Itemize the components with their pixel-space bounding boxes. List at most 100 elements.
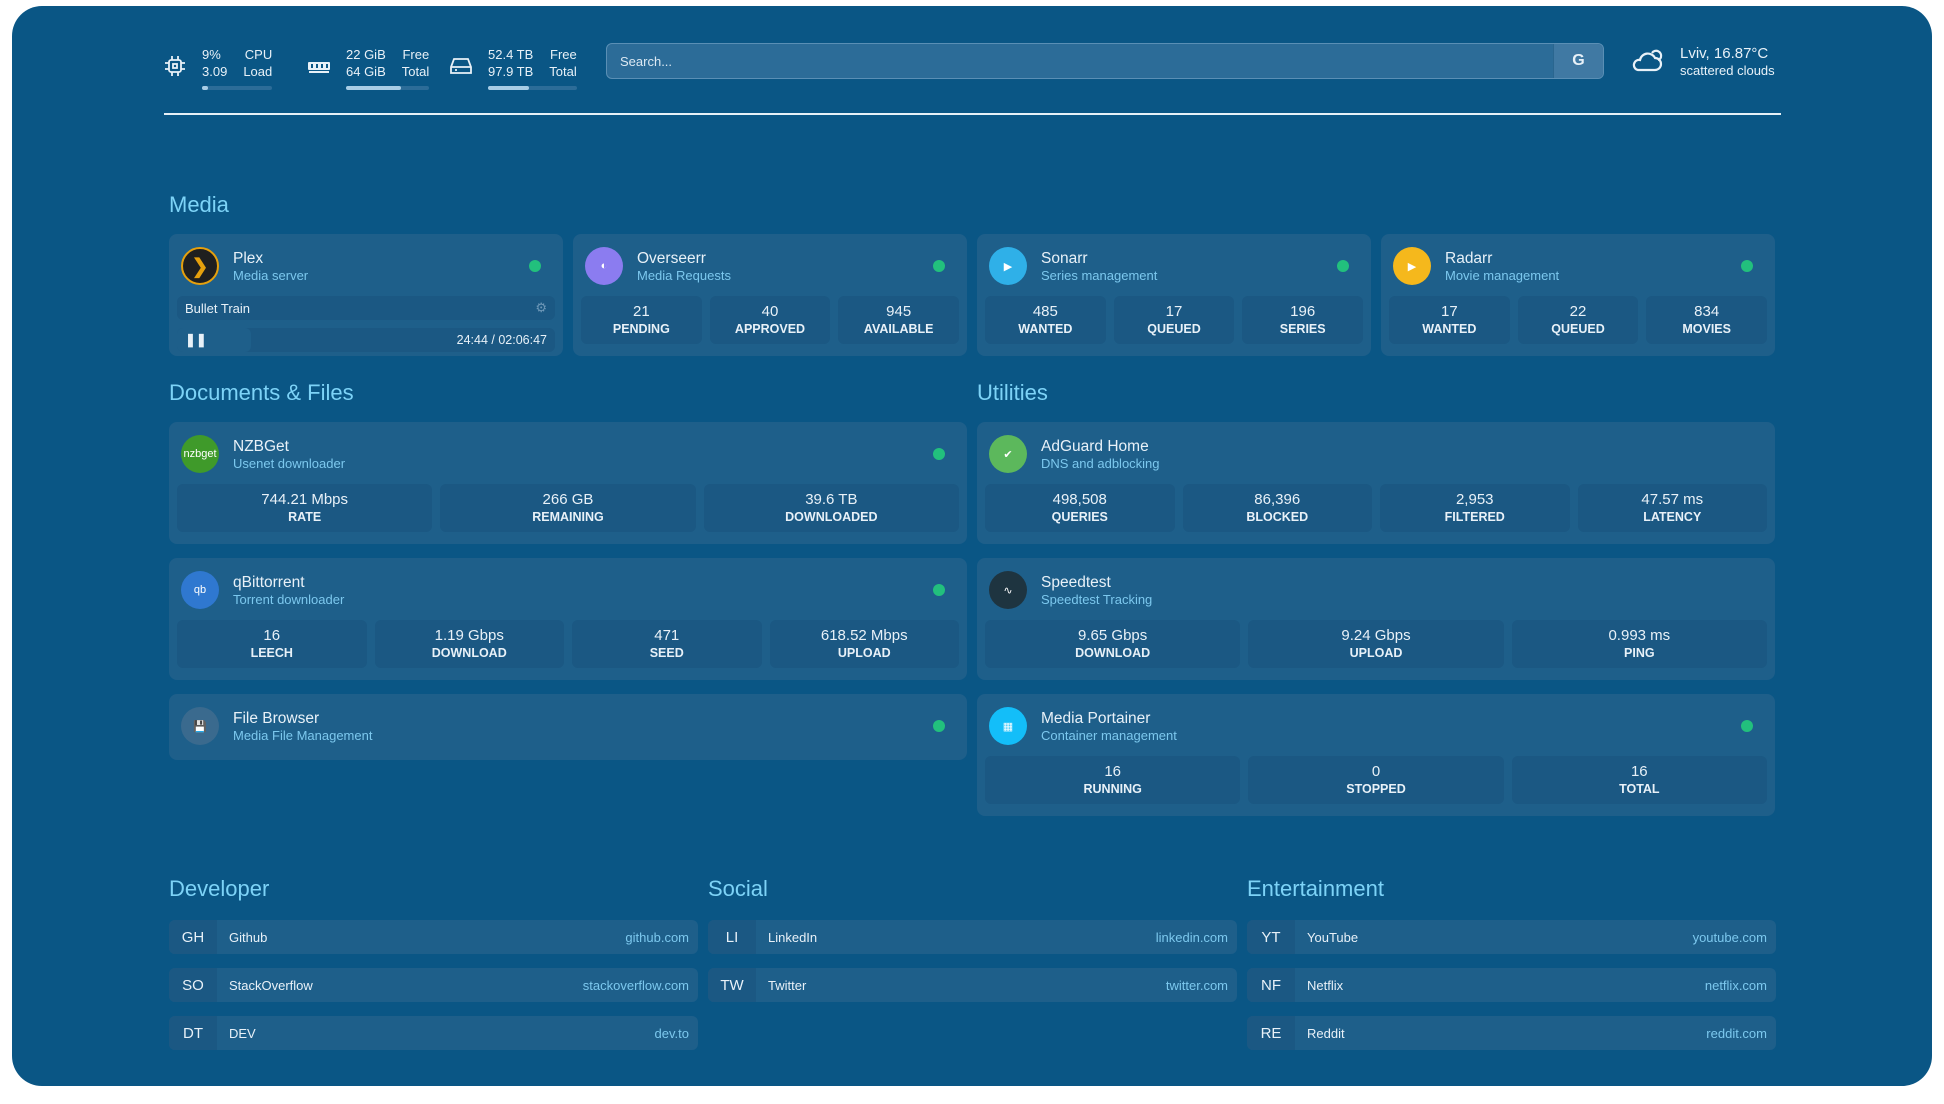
service-title: qBittorrent (233, 574, 305, 591)
service-subtitle: DNS and adblocking (1041, 456, 1160, 471)
now-playing: Bullet Train ⚙ (177, 296, 555, 320)
cpu-load: 3.09 (202, 64, 228, 79)
disk-free: 52.4 TB (488, 47, 534, 62)
bookmark-reddit[interactable]: RE Reddit reddit.com (1247, 1016, 1776, 1050)
bookmark-url: github.com (625, 929, 689, 945)
service-card-nzbget[interactable]: nzbget NZBGet Usenet downloader 744.21 Mbps… (169, 422, 967, 544)
service-card-speedtest[interactable]: ∿ Speedtest Speedtest Tracking 9.65 Gbps DOW… (977, 558, 1775, 680)
service-subtitle: Media File Management (233, 728, 373, 743)
stat-label: TOTAL (1619, 781, 1660, 796)
bookmark-linkedin[interactable]: LI LinkedIn linkedin.com (708, 920, 1237, 954)
bookmark-abbr: YT (1247, 920, 1295, 954)
service-card-radarr[interactable]: ▶ Radarr Movie management 17 WANTED 22 QUEUED 8… (1381, 234, 1775, 356)
bookmark-youtube[interactable]: YT YouTube youtube.com (1247, 920, 1776, 954)
stat-value: 9.65 Gbps (1078, 626, 1148, 644)
stat-value: 471 (654, 626, 680, 644)
weather-widget[interactable]: Lviv, 16.87°C scattered clouds (1630, 44, 1775, 78)
service-card-plex[interactable]: ❯ Plex Media server Bullet Train ⚙ ❚❚ 24:4… (169, 234, 563, 356)
pause-icon[interactable]: ❚❚ (185, 332, 207, 347)
stat-value: 17 (1165, 302, 1183, 320)
weather-location-temp: Lviv, 16.87°C (1680, 45, 1769, 62)
stats-row: 16 RUNNING 0 STOPPED 16 TOTAL (985, 756, 1767, 804)
bar-fill (202, 86, 209, 90)
service-title: Radarr (1445, 250, 1493, 267)
radarr-logo-icon: ▶ (1393, 247, 1431, 285)
disk-bar (488, 86, 577, 90)
cloud-icon (1630, 45, 1664, 78)
stat-value: 9.24 Gbps (1341, 626, 1411, 644)
service-title: Media Portainer (1041, 710, 1151, 727)
service-card-adguard-home[interactable]: ✔ AdGuard Home DNS and adblocking 498,508 QU… (977, 422, 1775, 544)
bookmark-name: YouTube (1307, 929, 1359, 945)
bookmark-abbr: DT (169, 1016, 217, 1050)
section-utilities: Utilities (977, 380, 1048, 405)
service-title: File Browser (233, 710, 320, 727)
service-title: Plex (233, 250, 264, 267)
stat-value: 22 (1569, 302, 1587, 320)
weather-condition: scattered clouds (1680, 63, 1775, 78)
bookmark-name: Github (229, 929, 268, 945)
status-dot (933, 260, 945, 272)
stat-rate: 744.21 Mbps RATE (177, 484, 433, 532)
gear-icon[interactable]: ⚙ (535, 300, 547, 315)
bookmark-netflix[interactable]: NF Netflix netflix.com (1247, 968, 1776, 1002)
service-title: Sonarr (1041, 250, 1088, 267)
cpu-icon (162, 53, 188, 79)
search-input[interactable] (607, 53, 1553, 69)
disk-total: 97.9 TB (488, 64, 534, 79)
bookmark-url: twitter.com (1165, 977, 1228, 993)
stat-value: 196 (1290, 302, 1316, 320)
adguard-logo-icon: ✔ (989, 435, 1027, 473)
service-subtitle: Usenet downloader (233, 456, 346, 471)
stat-filtered: 2,953 FILTERED (1380, 484, 1570, 532)
bookmark-name: StackOverflow (229, 977, 313, 993)
bookmark-abbr: LI (708, 920, 756, 954)
status-dot (933, 720, 945, 732)
stat-label: BLOCKED (1246, 509, 1309, 524)
service-title: Speedtest (1041, 574, 1111, 591)
stat-label: LEECH (250, 645, 293, 660)
bar-fill (488, 86, 529, 90)
service-subtitle: Speedtest Tracking (1041, 592, 1153, 607)
bookmark-github[interactable]: GH Github github.com (169, 920, 698, 954)
service-card-qbittorrent[interactable]: qb qBittorrent Torrent downloader 16 LEECH 1.… (169, 558, 967, 680)
stat-label: WANTED (1018, 321, 1073, 336)
service-card-media-portainer[interactable]: ▦ Media Portainer Container management 16 RU… (977, 694, 1775, 816)
bookmark-url: reddit.com (1706, 1025, 1767, 1041)
stat-remaining: 266 GB REMAINING (440, 484, 696, 532)
service-card-sonarr[interactable]: ▶ Sonarr Series management 485 WANTED 17 QUEUE… (977, 234, 1371, 356)
plex-logo-icon: ❯ (181, 247, 219, 285)
playback-progress[interactable]: ❚❚ 24:44 / 02:06:47 (177, 328, 555, 352)
bookmark-abbr: GH (169, 920, 217, 954)
stat-downloaded: 39.6 TB DOWNLOADED (703, 484, 959, 532)
stat-label: PENDING (612, 321, 670, 336)
stat-label: MOVIES (1682, 321, 1731, 336)
service-card-file-browser[interactable]: 💾 File Browser Media File Management (169, 694, 967, 760)
service-card-overseerr[interactable]: ◐ Overseerr Media Requests 21 PENDING 40 APPRO… (573, 234, 967, 356)
stat-latency: 47.57 ms LATENCY (1577, 484, 1767, 532)
status-dot (529, 260, 541, 272)
total-label: Total (401, 64, 430, 79)
bookmark-twitter[interactable]: TW Twitter twitter.com (708, 968, 1237, 1002)
stat-label: PING (1624, 645, 1655, 660)
stat-blocked: 86,396 BLOCKED (1182, 484, 1372, 532)
bookmark-abbr: NF (1247, 968, 1295, 1002)
stat-label: DOWNLOADED (785, 509, 878, 524)
stat-seed: 471 SEED (572, 620, 762, 668)
bookmark-abbr: SO (169, 968, 217, 1002)
load-label: Load (243, 64, 273, 79)
portainer-logo-icon: ▦ (989, 707, 1027, 745)
search-engine-button[interactable]: G (1553, 44, 1603, 78)
bookmark-stackoverflow[interactable]: SO StackOverflow stackoverflow.com (169, 968, 698, 1002)
free-label: Free (402, 47, 430, 62)
stat-movies: 834 MOVIES (1646, 296, 1768, 344)
stat-label: SEED (649, 645, 684, 660)
bookmark-name: DEV (229, 1025, 256, 1041)
stat-value: 16 (263, 626, 281, 644)
stat-label: QUEUED (1147, 321, 1201, 336)
stat-upload: 618.52 Mbps UPLOAD (769, 620, 959, 668)
stat-queued: 17 QUEUED (1113, 296, 1235, 344)
status-dot (933, 448, 945, 460)
stat-value: 618.52 Mbps (820, 626, 908, 644)
bookmark-dev[interactable]: DT DEV dev.to (169, 1016, 698, 1050)
